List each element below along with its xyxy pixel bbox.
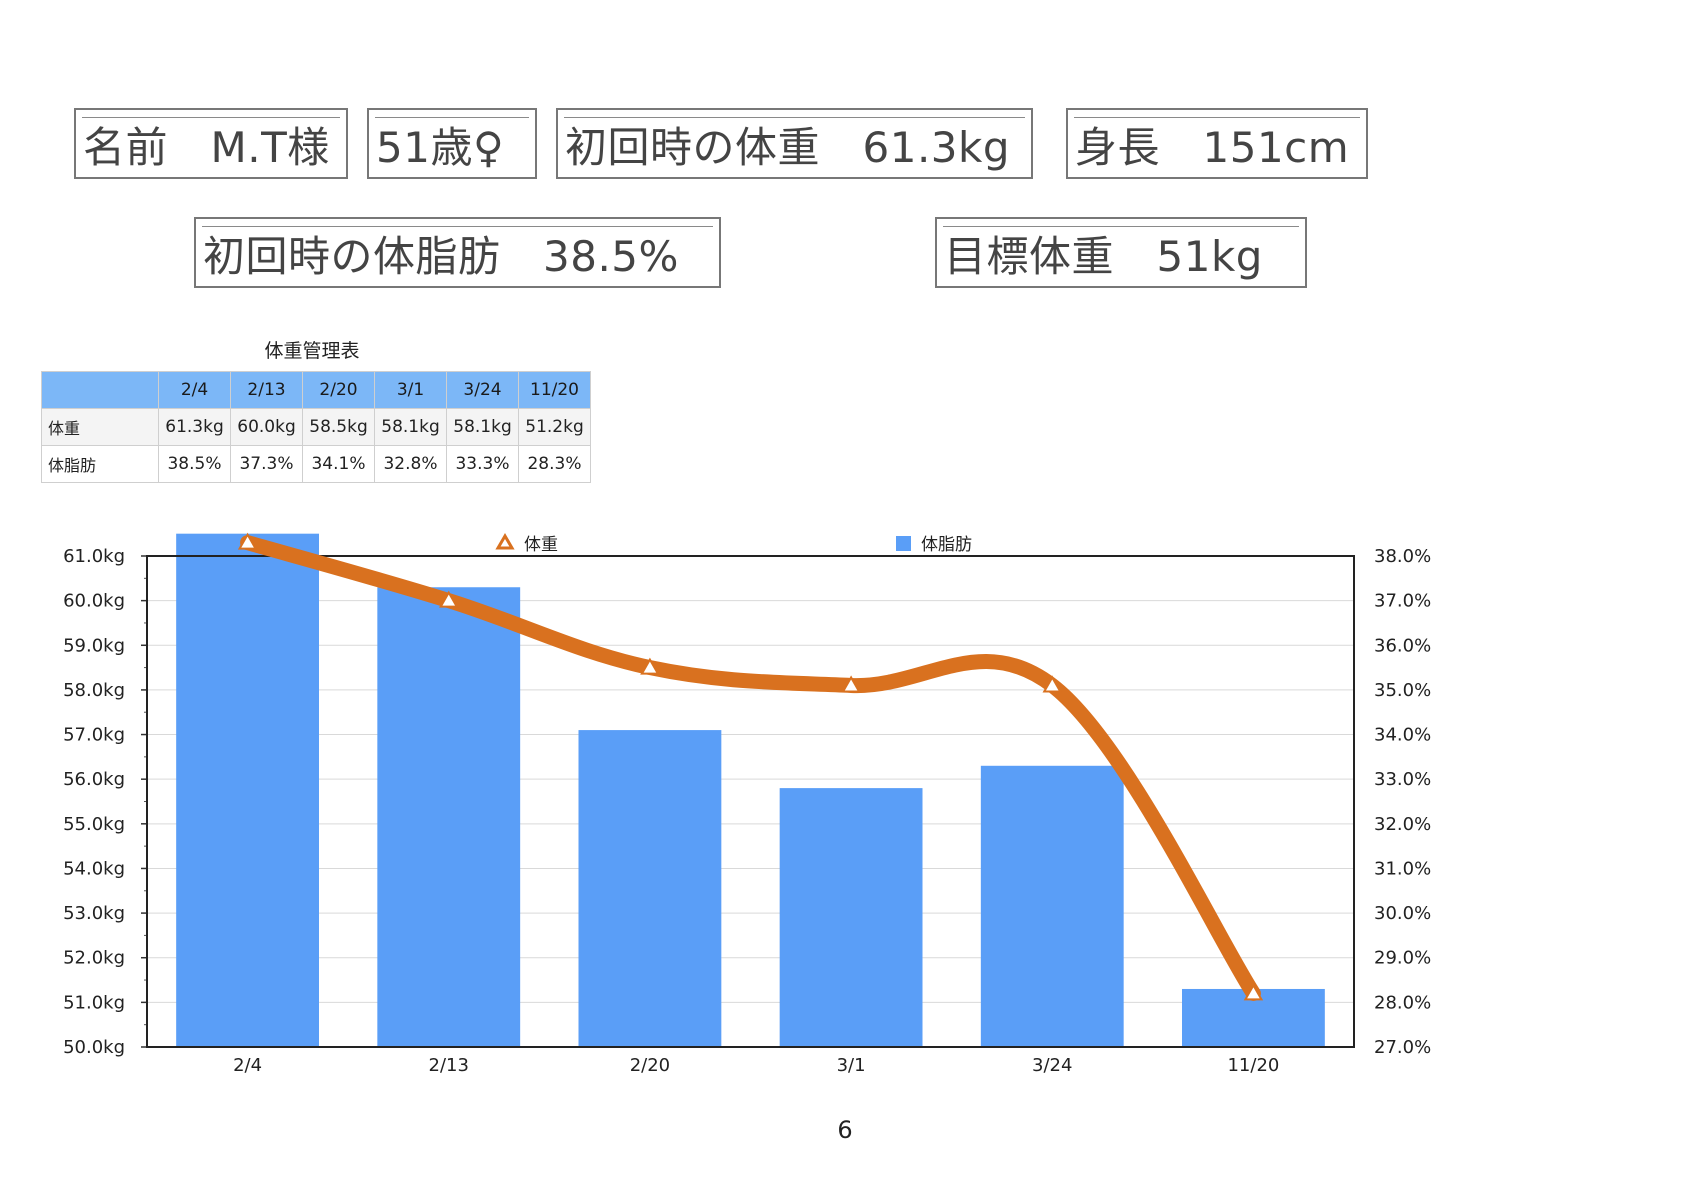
date-header: 2/13 (230, 371, 303, 409)
right-tick-label: 29.0% (1374, 948, 1431, 969)
page-number: 6 (837, 1116, 853, 1144)
weight-bodyfat-chart: 50.0kg 27.0% 51.0kg 28.0% 52.0kg 29.0% 53.0kg 3… (63, 532, 1431, 1076)
left-tick-label: 59.0kg (63, 635, 125, 656)
weight-point (1042, 675, 1062, 693)
table-row-weight: 体重 61.3kg 60.0kg 58.5kg 58.1kg 58.1kg 51… (41, 408, 591, 446)
weight-point (439, 590, 459, 608)
plot-frame (146, 555, 1355, 1048)
left-tick-label: 60.0kg (63, 591, 125, 612)
height-box: 身長 151cm (1066, 108, 1368, 179)
body-fat-bar (377, 587, 521, 1047)
left-tick-label: 51.0kg (63, 992, 125, 1013)
weight-point (640, 657, 660, 675)
body-fat-bar (176, 533, 319, 1047)
right-tick-label: 36.0% (1374, 635, 1431, 656)
date-header: 2/4 (158, 371, 231, 409)
name-box: 名前 M.T様 (74, 108, 348, 179)
left-tick-label: 61.0kg (63, 546, 125, 567)
right-tick-label: 27.0% (1374, 1037, 1431, 1058)
date-header: 2/20 (302, 371, 375, 409)
body-fat-cell: 38.5% (158, 445, 231, 483)
left-tick-label: 50.0kg (63, 1037, 125, 1058)
row-label: 体重 (41, 408, 159, 446)
name-text: 名前 M.T様 (83, 123, 330, 172)
weight-point (841, 675, 861, 693)
x-tick-label: 3/24 (1032, 1055, 1072, 1076)
right-tick-label: 37.0% (1374, 591, 1431, 612)
age-box: 51歳♀ (367, 108, 537, 179)
left-tick-label: 54.0kg (63, 858, 125, 879)
right-tick-label: 30.0% (1374, 903, 1431, 924)
body-fat-bar (578, 730, 722, 1047)
weight-cell: 58.1kg (446, 408, 519, 446)
left-tick-label: 55.0kg (63, 814, 125, 835)
weight-cell: 60.0kg (230, 408, 303, 446)
weight-table: 2/4 2/13 2/20 3/1 3/24 11/20 体重 61.3kg 6… (41, 371, 591, 483)
body-fat-bar (980, 765, 1124, 1047)
date-header: 11/20 (518, 371, 591, 409)
left-tick-label: 57.0kg (63, 725, 125, 746)
body-fat-cell: 32.8% (374, 445, 447, 483)
height-text: 身長 151cm (1075, 123, 1350, 172)
x-tick-label: 2/4 (233, 1055, 262, 1076)
weight-point (1243, 983, 1264, 1001)
age-sex-text: 51歳♀ (376, 123, 505, 172)
legend-weight-label: 体重 (524, 535, 558, 555)
target-weight-text: 目標体重 51kg (944, 232, 1263, 281)
x-tick-label: 2/20 (630, 1055, 670, 1076)
weight-cell: 61.3kg (158, 408, 231, 446)
right-tick-label: 31.0% (1374, 858, 1431, 879)
table-header-row: 2/4 2/13 2/20 3/1 3/24 11/20 (41, 371, 591, 409)
body-fat-bar (779, 788, 923, 1047)
left-tick-label: 58.0kg (63, 680, 125, 701)
legend-bodyfat-marker (896, 536, 911, 551)
initial-weight-box: 初回時の体重 61.3kg (556, 108, 1033, 179)
legend-weight-marker (495, 533, 515, 550)
body-fat-cell: 28.3% (518, 445, 591, 483)
weight-point (237, 532, 258, 550)
right-tick-label: 32.0% (1374, 814, 1431, 835)
initial-body-fat-text: 初回時の体脂肪 38.5% (203, 232, 679, 281)
right-tick-label: 33.0% (1374, 769, 1431, 790)
table-title: 体重管理表 (264, 340, 360, 362)
x-tick-label: 3/1 (837, 1055, 866, 1076)
table-corner-cell (41, 371, 159, 409)
body-fat-cell: 33.3% (446, 445, 519, 483)
date-header: 3/24 (446, 371, 519, 409)
legend-bodyfat-label: 体脂肪 (921, 535, 972, 555)
date-header: 3/1 (374, 371, 447, 409)
left-tick-label: 53.0kg (63, 903, 125, 924)
x-tick-label: 11/20 (1227, 1055, 1279, 1076)
left-tick-label: 52.0kg (63, 948, 125, 969)
table-row-body-fat: 体脂肪 38.5% 37.3% 34.1% 32.8% 33.3% 28.3% (41, 445, 591, 483)
target-weight-box: 目標体重 51kg (935, 217, 1307, 288)
initial-body-fat-box: 初回時の体脂肪 38.5% (194, 217, 721, 288)
right-tick-label: 35.0% (1374, 680, 1431, 701)
right-tick-label: 28.0% (1374, 992, 1431, 1013)
right-tick-label: 38.0% (1374, 546, 1431, 567)
initial-weight-text: 初回時の体重 61.3kg (565, 123, 1010, 172)
weight-cell: 51.2kg (518, 408, 591, 446)
right-tick-label: 34.0% (1374, 725, 1431, 746)
weight-cell: 58.5kg (302, 408, 375, 446)
left-tick-label: 56.0kg (63, 769, 125, 790)
body-fat-cell: 34.1% (302, 445, 375, 483)
weight-cell: 58.1kg (374, 408, 447, 446)
weight-line (240, 535, 1261, 1001)
x-tick-label: 2/13 (429, 1055, 469, 1076)
